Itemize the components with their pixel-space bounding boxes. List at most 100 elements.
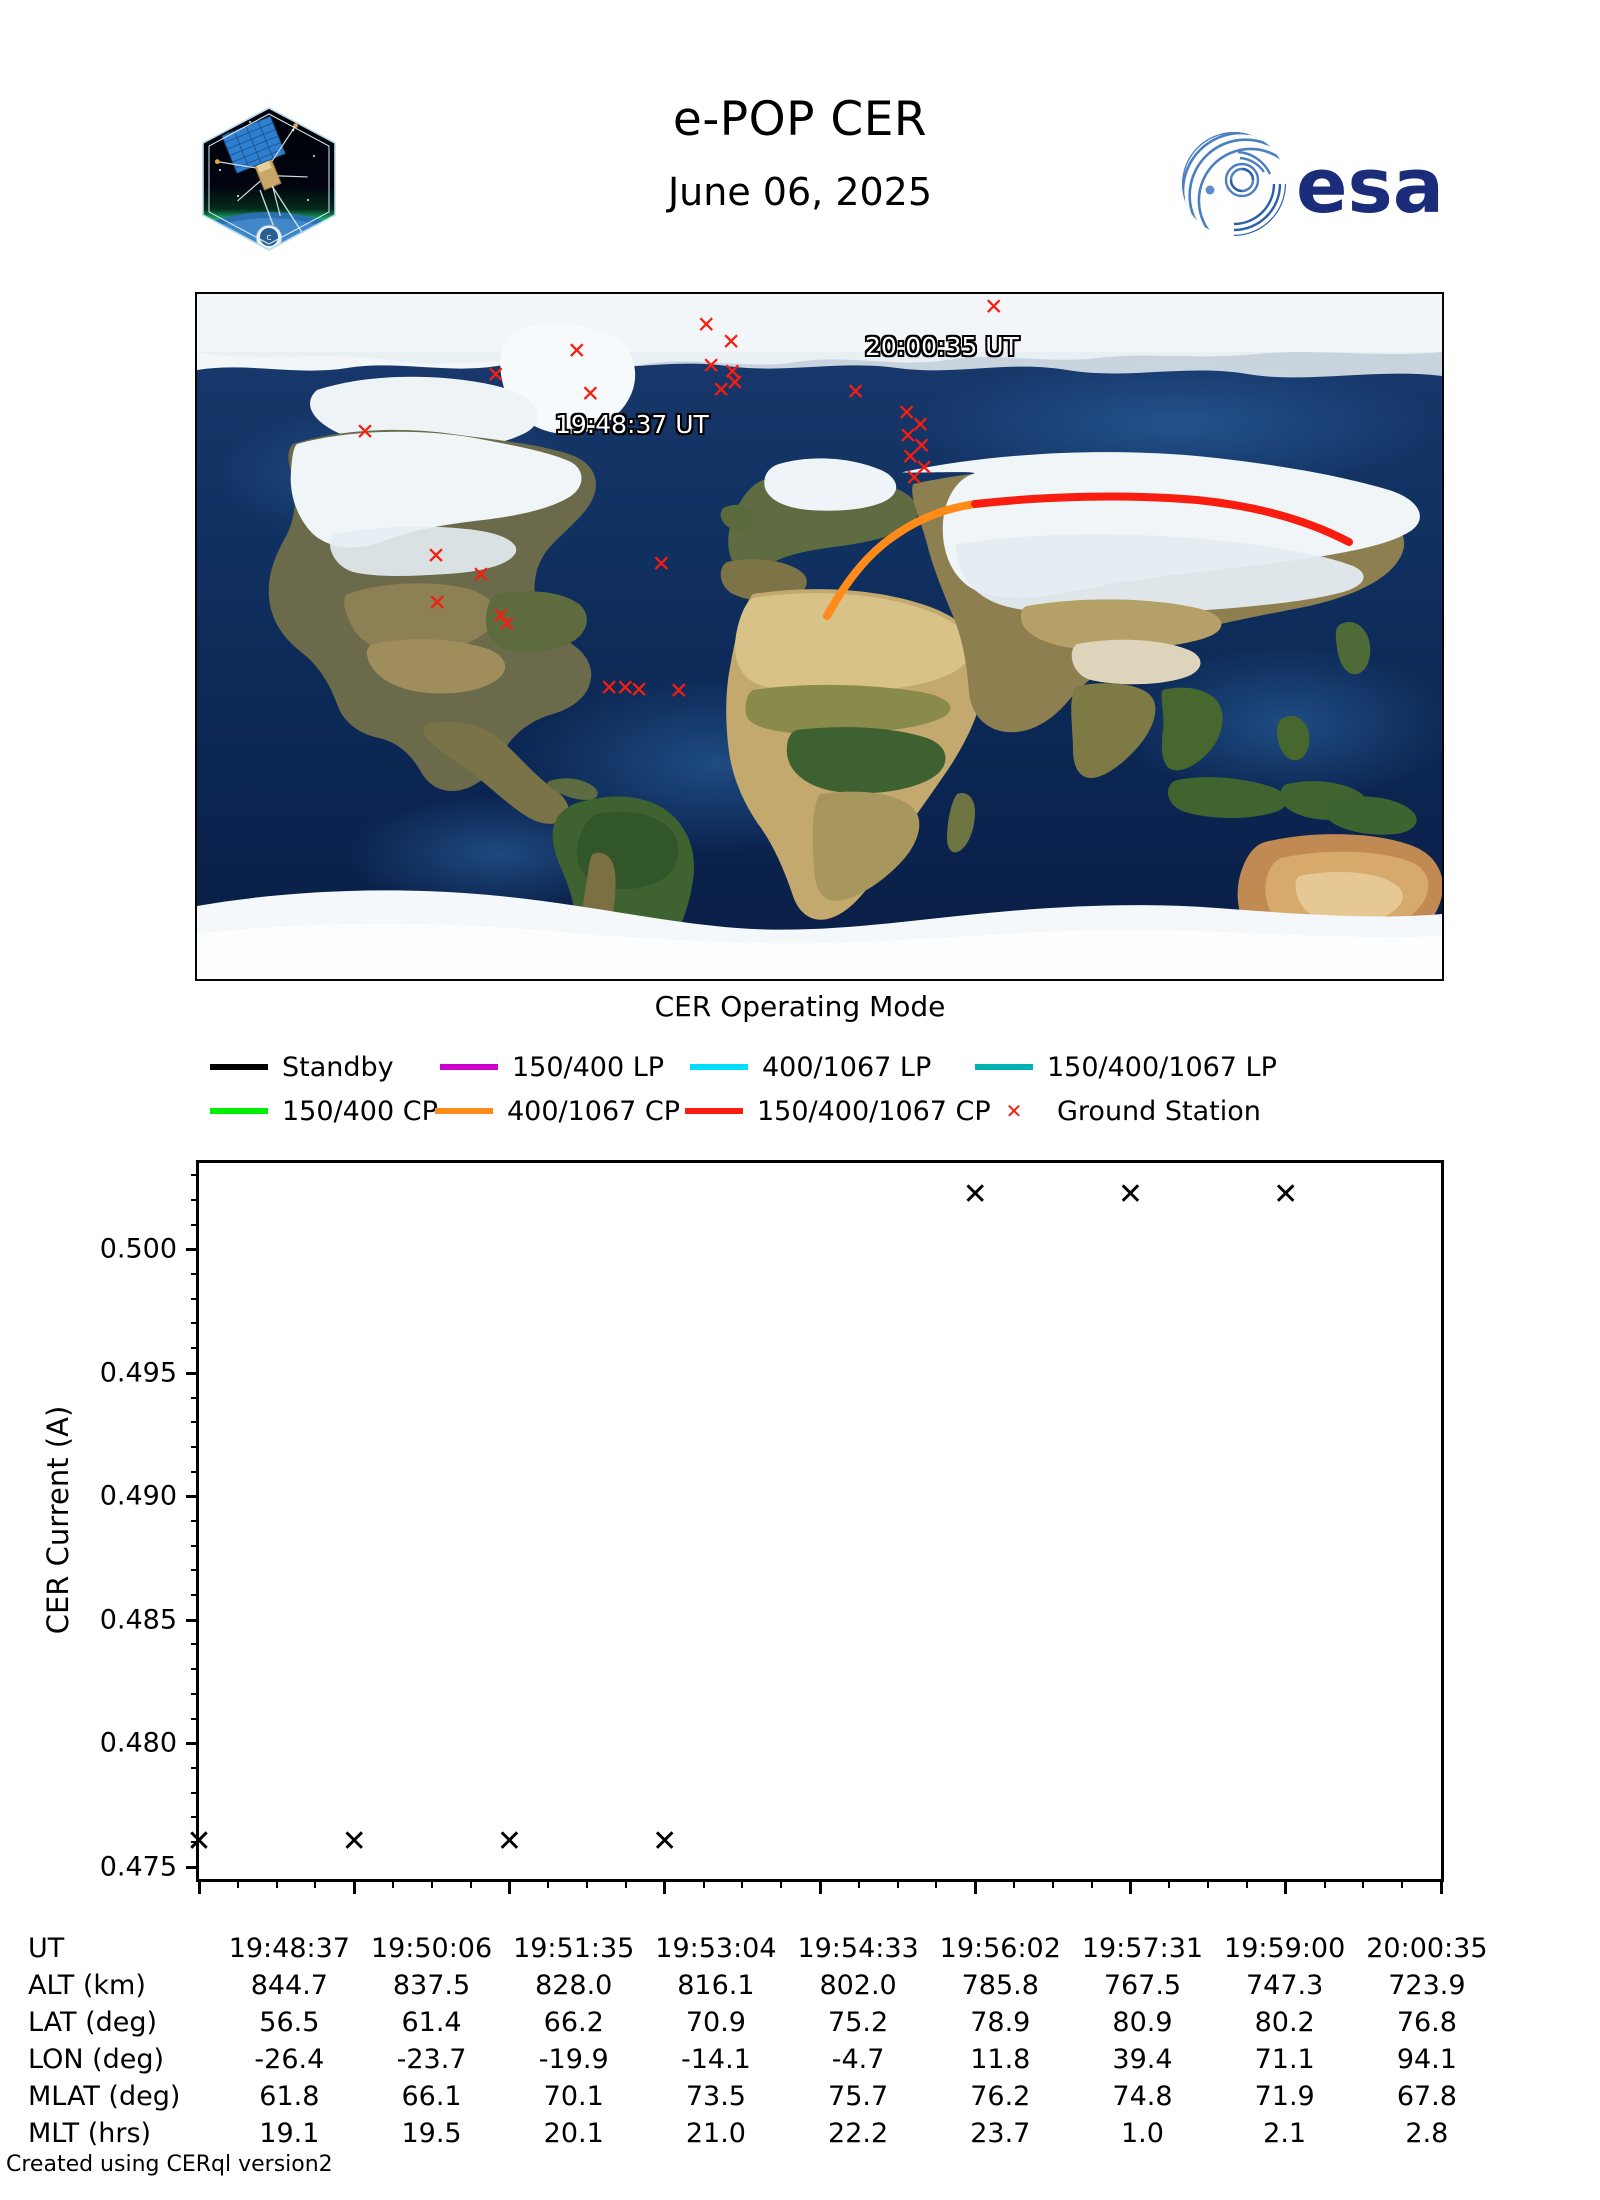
- table-cell: 80.2: [1254, 2007, 1315, 2038]
- cer-mode-legend: Standby 150/400 LP 400/1067 LP 150/400/1067…: [210, 1045, 1440, 1133]
- y-axis-minor-tick: [191, 1199, 199, 1202]
- table-row-label: MLAT (deg): [28, 2081, 181, 2112]
- table-cell: 75.7: [828, 2081, 889, 2112]
- x-axis-tick: [818, 1879, 822, 1894]
- y-axis-tick: [186, 1865, 199, 1869]
- table-cell: 76.8: [1396, 2007, 1457, 2038]
- x-axis-minor-tick: [469, 1879, 472, 1888]
- table-cell: -23.7: [396, 2044, 467, 2075]
- table-cell: 61.4: [401, 2007, 462, 2038]
- table-cell: 785.8: [961, 1970, 1039, 2001]
- footer-credit: Created using CERql version2: [6, 2152, 333, 2177]
- x-axis-tick: [973, 1879, 977, 1894]
- data-point-marker: ✕: [341, 1823, 367, 1859]
- page-title: e-POP CER: [672, 92, 928, 147]
- y-axis-minor-tick: [191, 1692, 199, 1695]
- table-cell: -14.1: [680, 2044, 751, 2075]
- table-cell: 747.3: [1246, 1970, 1324, 2001]
- table-cell: 2.1: [1263, 2118, 1307, 2149]
- legend-entry[interactable]: Standby: [210, 1052, 440, 1083]
- table-cell: 11.8: [970, 2044, 1031, 2075]
- table-cell: 66.1: [401, 2081, 462, 2112]
- table-cell: 70.1: [543, 2081, 604, 2112]
- x-axis-tick: [1129, 1879, 1132, 1894]
- x-axis-tick: [1439, 1879, 1443, 1894]
- y-axis-minor-tick: [191, 1668, 199, 1671]
- legend-entry[interactable]: 150/400/1067 LP: [975, 1052, 1277, 1083]
- y-axis-tick: [186, 1371, 199, 1375]
- x-axis-tick: [1284, 1879, 1288, 1894]
- table-row-label: LON (deg): [28, 2044, 165, 2075]
- table-row-label: LAT (deg): [28, 2007, 158, 2038]
- table-cell: 19.1: [259, 2118, 320, 2149]
- table-row: MLAT (deg) 61.8 66.1 70.1 73.5 75.7 76.2 74.8 71…: [28, 2078, 1498, 2115]
- y-axis-tick: [186, 1495, 199, 1499]
- legend-entry[interactable]: 150/400 LP: [440, 1052, 690, 1083]
- table-cell: 1.0: [1120, 2118, 1164, 2149]
- legend-color-swatch: [210, 1064, 268, 1070]
- table-row: MLT (hrs) 19.1 19.5 20.1 21.0 22.2 23.7 1.0 2.1 2…: [28, 2115, 1498, 2152]
- esa-wordmark: esa: [1296, 141, 1444, 230]
- cer-current-plot[interactable]: 0.475 0.480 0.485 0.490 0.495 0.500 ✕ ✕ ✕ ✕ ✕ ✕ ✕: [100, 1160, 1444, 1894]
- table-cell: 73.5: [685, 2081, 746, 2112]
- x-axis-tick: [663, 1879, 667, 1894]
- table-cell: 20.1: [543, 2118, 604, 2149]
- x-axis-minor-tick: [1168, 1879, 1171, 1888]
- plot-inner-area: 0.475 0.480 0.485 0.490 0.495 0.500 ✕ ✕ ✕ ✕ ✕ ✕ ✕: [100, 1163, 1443, 1894]
- legend-label: Ground Station: [1057, 1095, 1261, 1127]
- y-axis-minor-tick: [191, 1766, 199, 1769]
- y-axis-label: CER Current (A): [41, 1405, 75, 1635]
- y-axis-minor-tick: [191, 1544, 199, 1547]
- legend-label: 150/400 CP: [282, 1095, 438, 1127]
- legend-entry[interactable]: 400/1067 LP: [690, 1052, 975, 1083]
- world-map-image: [197, 294, 1442, 979]
- table-cell: 19:56:02: [939, 1933, 1061, 1964]
- y-axis-minor-tick: [191, 1594, 199, 1597]
- x-axis-minor-tick: [314, 1879, 317, 1888]
- x-axis-minor-tick: [547, 1879, 550, 1888]
- x-axis-tick: [352, 1879, 356, 1894]
- x-axis-minor-tick: [780, 1879, 783, 1888]
- x-axis-minor-tick: [392, 1879, 395, 1888]
- legend-entry[interactable]: ✕ Ground Station: [985, 1096, 1261, 1127]
- y-axis-minor-tick: [191, 1223, 199, 1226]
- y-axis-tick: [186, 1742, 199, 1746]
- y-axis-tick-label: 0.495: [99, 1357, 177, 1389]
- y-axis-minor-tick: [191, 1717, 199, 1720]
- table-cell: 19:51:35: [513, 1933, 635, 1964]
- table-cell: 19:53:04: [655, 1933, 777, 1964]
- x-axis-minor-tick: [624, 1879, 627, 1888]
- table-cell: 94.1: [1396, 2044, 1457, 2075]
- table-cell: 2.8: [1405, 2118, 1449, 2149]
- x-axis-minor-tick: [857, 1879, 860, 1888]
- track-segment-150-400-1067-cp: [971, 492, 1353, 546]
- table-cell: 76.2: [970, 2081, 1031, 2112]
- y-axis-minor-tick: [191, 1396, 199, 1399]
- legend-entry[interactable]: 150/400/1067 CP: [685, 1096, 991, 1127]
- table-cell: 80.9: [1112, 2007, 1173, 2038]
- table-cell: 71.1: [1254, 2044, 1315, 2075]
- x-axis-minor-tick: [1090, 1879, 1093, 1888]
- legend-entry[interactable]: 400/1067 CP: [435, 1096, 685, 1127]
- legend-entry[interactable]: 150/400 CP: [210, 1095, 438, 1127]
- x-axis-minor-tick: [1013, 1879, 1016, 1888]
- table-cell: 767.5: [1103, 1970, 1182, 2001]
- y-axis-tick-label: 0.475: [99, 1851, 177, 1883]
- y-axis-minor-tick: [191, 1643, 199, 1646]
- legend-color-swatch: [690, 1064, 748, 1070]
- title-block: e-POP CER June 06, 2025: [400, 96, 1200, 211]
- legend-row: Standby 150/400 LP 400/1067 LP 150/400/1067…: [210, 1045, 1440, 1089]
- world-map-panel[interactable]: ✕ ✕ ✕ ✕ ✕ ✕ ✕ ✕ ✕ ✕ ✕ ✕ ✕ ✕ ✕ ✕ ✕ ✕ ✕ ✕ ✕ ✕ ✕ ✕ ✕ ✕ ✕ ✕ ✕ 19:48:37 U…: [195, 292, 1444, 981]
- table-cell: 61.8: [259, 2081, 320, 2112]
- table-cell: -19.9: [538, 2044, 609, 2075]
- legend-label: 150/400/1067 LP: [1047, 1051, 1277, 1083]
- table-cell: 19.5: [401, 2118, 462, 2149]
- table-cell: 19:48:37: [228, 1933, 350, 1964]
- x-axis-minor-tick: [1245, 1879, 1248, 1888]
- legend-label: 150/400 LP: [512, 1051, 665, 1083]
- table-cell: 67.8: [1396, 2081, 1457, 2112]
- x-axis-tick: [508, 1879, 511, 1894]
- x-axis-minor-tick: [586, 1879, 589, 1888]
- x-axis-minor-tick: [702, 1879, 705, 1888]
- svg-text:C: C: [267, 234, 272, 242]
